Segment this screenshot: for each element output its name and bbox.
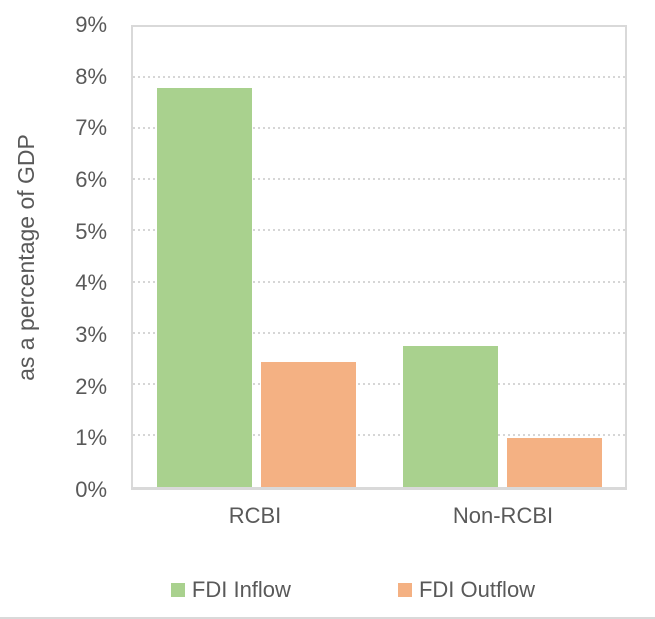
gridline bbox=[133, 76, 625, 79]
gridline bbox=[133, 229, 625, 232]
gridline bbox=[133, 382, 625, 385]
legend-item-fdi-outflow: FDI Outflow bbox=[397, 577, 536, 603]
plot-area bbox=[131, 25, 627, 490]
legend-swatch-fdi-inflow bbox=[170, 583, 185, 597]
gridline bbox=[133, 331, 625, 334]
gridline bbox=[133, 178, 625, 181]
bar-group-non-rcbi bbox=[379, 27, 625, 487]
legend: FDI Inflow FDI Outflow bbox=[105, 577, 601, 603]
legend-label: FDI Inflow bbox=[191, 577, 291, 602]
y-tick-label: 0% bbox=[75, 477, 107, 502]
bar-rcbi-fdi-outflow bbox=[260, 361, 356, 487]
y-tick-label: 2% bbox=[75, 373, 107, 399]
bar-non-rcbi-fdi-outflow bbox=[506, 438, 602, 487]
y-tick-label: 6% bbox=[75, 167, 107, 193]
legend-item-fdi-inflow: FDI Inflow bbox=[170, 577, 291, 603]
y-tick-label: 3% bbox=[75, 322, 107, 348]
bar-group-rcbi bbox=[133, 27, 379, 487]
y-tick-label: 5% bbox=[75, 218, 107, 244]
x-axis-labels: RCBI Non-RCBI bbox=[131, 503, 627, 529]
gridline bbox=[133, 127, 625, 130]
gridline bbox=[133, 433, 625, 436]
x-axis-label-non-rcbi: Non-RCBI bbox=[452, 503, 554, 528]
y-tick-label: 4% bbox=[75, 270, 107, 296]
gridline bbox=[133, 280, 625, 283]
y-tick-label: 8% bbox=[75, 63, 107, 89]
legend-label: FDI Outflow bbox=[418, 577, 536, 602]
bar-rcbi-fdi-inflow bbox=[156, 88, 252, 487]
bar-non-rcbi-fdi-inflow bbox=[402, 346, 498, 487]
legend-swatch-fdi-outflow bbox=[397, 583, 412, 597]
x-axis-label-rcbi: RCBI bbox=[228, 503, 282, 528]
y-tick-label: 7% bbox=[75, 115, 107, 141]
y-tick-label: 1% bbox=[75, 425, 107, 451]
y-axis-ticks: 0% 1% 2% 3% 4% 5% 6% 7% 8% 9% bbox=[0, 14, 131, 501]
y-tick-label: 9% bbox=[75, 12, 107, 37]
